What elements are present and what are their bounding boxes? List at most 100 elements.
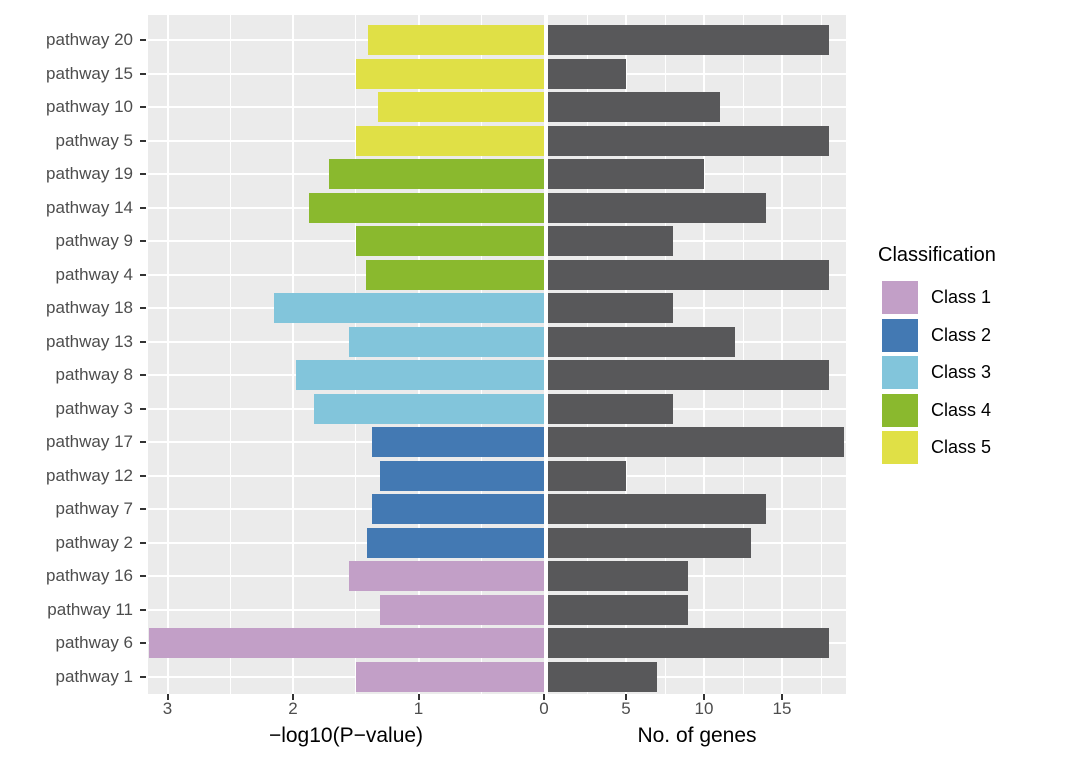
legend-swatch: [882, 356, 918, 389]
y-axis-label: pathway 5: [55, 130, 134, 150]
pvalue-bar: [368, 25, 544, 56]
y-axis-label: pathway 14: [46, 197, 133, 217]
legend-title: Classification: [878, 244, 996, 266]
y-axis-label: pathway 13: [46, 331, 133, 351]
genes-bar: [548, 360, 829, 391]
gridline-row: [548, 474, 846, 477]
gridline-row: [148, 340, 544, 343]
y-axis-label: pathway 8: [55, 365, 134, 385]
gridline-row: [148, 508, 544, 511]
genes-bar: [548, 58, 626, 89]
x-tick-label: 0: [539, 699, 549, 718]
pvalue-bar: [372, 427, 544, 458]
genes-bar: [548, 293, 673, 324]
y-axis-label: pathway 3: [55, 398, 134, 418]
x-tick: [543, 694, 545, 700]
y-axis-label: pathway 12: [46, 465, 133, 485]
genes-panel: [548, 15, 846, 694]
genes-bar: [548, 527, 751, 558]
pvalue-bar: [329, 159, 544, 190]
y-tick: [140, 474, 146, 477]
gridline-minor: [820, 15, 822, 694]
y-axis-label: pathway 7: [55, 499, 134, 519]
gridline-row: [148, 474, 544, 477]
y-axis-label: pathway 10: [46, 97, 133, 117]
genes-bar: [548, 460, 626, 491]
gridline-major: [781, 15, 783, 694]
x-tick: [417, 694, 420, 700]
gridline-row: [148, 273, 544, 276]
pvalue-bar: [355, 226, 544, 257]
legend-item-label: Class 2: [931, 324, 992, 345]
genes-bar: [548, 192, 767, 223]
genes-bar: [548, 226, 673, 257]
pvalue-panel: [148, 15, 544, 694]
x-tick-label: 2: [288, 699, 298, 718]
pvalue-bar: [295, 360, 544, 391]
gridline-row: [148, 39, 544, 42]
y-axis-label: pathway 15: [46, 63, 133, 83]
gridline-row: [148, 72, 544, 75]
y-tick: [140, 508, 146, 511]
legend-item-label: Class 4: [931, 399, 992, 420]
gridline-major: [292, 15, 294, 694]
x-tick: [292, 694, 294, 700]
gridline-row: [148, 139, 544, 142]
y-axis-label: pathway 4: [55, 264, 134, 284]
gridline-row: [148, 240, 544, 243]
genes-bar: [548, 628, 829, 659]
y-tick: [140, 139, 146, 142]
legend-swatch: [882, 318, 918, 352]
genes-bar: [548, 92, 720, 123]
x-tick-label: 3: [162, 699, 173, 718]
pvalue-bar: [309, 192, 544, 223]
genes-bar: [548, 561, 689, 592]
y-tick: [140, 541, 146, 544]
left-axis-title: −log10(P−value): [268, 724, 424, 747]
y-axis-label: pathway 1: [55, 666, 134, 686]
pvalue-bar: [365, 259, 544, 290]
genes-bar: [548, 326, 736, 357]
pvalue-bar: [379, 460, 544, 491]
y-tick: [140, 340, 146, 343]
genes-bar: [548, 25, 829, 56]
gridline-row: [148, 608, 544, 611]
legend-swatch: [882, 281, 918, 314]
y-tick: [140, 240, 146, 243]
pvalue-bar: [274, 293, 544, 324]
y-axis-label: pathway 9: [55, 231, 134, 251]
gridline-minor: [229, 15, 231, 694]
x-tick-label: 10: [694, 699, 714, 718]
y-tick: [140, 642, 146, 645]
pvalue-bar: [314, 393, 544, 424]
genes-bar: [548, 494, 767, 525]
gridline-row: [148, 675, 544, 678]
gridline-row: [148, 441, 544, 444]
x-tick: [703, 694, 705, 700]
pvalue-bar: [355, 125, 544, 156]
y-axis-label: pathway 2: [55, 532, 134, 552]
y-tick: [140, 206, 146, 209]
x-tick-label: 1: [413, 699, 424, 718]
gridline-row: [548, 608, 846, 611]
x-tick: [625, 694, 627, 700]
y-tick: [140, 173, 146, 176]
y-axis-label: pathway 6: [55, 633, 134, 653]
gridline-row: [548, 72, 846, 75]
pvalue-bar: [355, 58, 544, 89]
gridline-row: [548, 240, 846, 243]
y-tick: [140, 273, 146, 276]
legend-item-label: Class 5: [931, 437, 992, 457]
pvalue-bar: [379, 594, 544, 625]
gridline-major: [166, 15, 169, 694]
genes-bar: [548, 393, 673, 424]
x-tick-label: 15: [772, 699, 792, 718]
genes-bar: [548, 159, 704, 190]
gridline-row: [548, 307, 846, 310]
gridline-row: [548, 575, 846, 578]
pvalue-bar: [367, 527, 544, 558]
pvalue-bar: [349, 326, 544, 357]
legend-swatch: [882, 393, 918, 427]
gridline-row: [148, 541, 544, 544]
